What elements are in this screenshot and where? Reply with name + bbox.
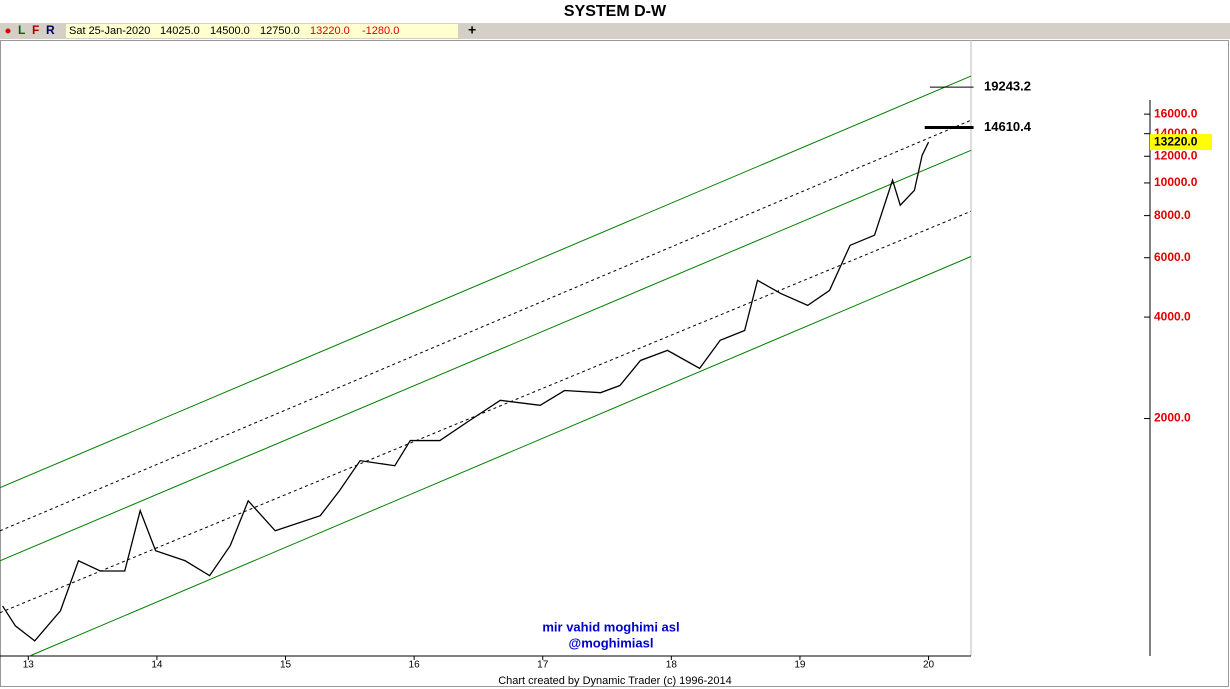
toolbar-letter[interactable]: L [18, 23, 25, 37]
y-tick-label: 12000.0 [1154, 148, 1198, 162]
toolbar-letter[interactable]: R [46, 23, 55, 37]
level-label: 14610.4 [984, 119, 1032, 134]
y-tick-label: 4000.0 [1154, 309, 1191, 323]
y-tick-label: 8000.0 [1154, 208, 1191, 222]
x-tick-label: 20 [923, 660, 935, 671]
y-tick-label: 6000.0 [1154, 250, 1191, 264]
y-tick-label: 10000.0 [1154, 175, 1198, 189]
channel-line [29, 256, 972, 657]
quote-low: 12750.0 [260, 25, 300, 37]
chart-title: SYSTEM D-W [564, 3, 667, 20]
channel-line [0, 149, 972, 562]
quote-open: 14025.0 [160, 25, 200, 37]
price-line [2, 141, 930, 642]
level-label: 19243.2 [984, 79, 1031, 94]
price-box [1150, 134, 1212, 151]
y-tick-label: 16000.0 [1154, 106, 1198, 120]
quote-date: Sat 25-Jan-2020 [69, 25, 150, 37]
footer: Chart created by Dynamic Trader (c) 1996… [498, 675, 732, 687]
x-tick-label: 16 [409, 660, 421, 671]
x-tick-label: 13 [23, 660, 35, 671]
watermark: mir vahid moghimi asl [542, 619, 679, 634]
watermark: @moghimiasl [569, 635, 654, 650]
y-tick-label: 2000.0 [1154, 411, 1191, 425]
x-tick-label: 14 [151, 660, 163, 671]
toolbar-plus[interactable]: + [468, 22, 476, 38]
quote-high: 14500.0 [210, 25, 250, 37]
x-tick-label: 17 [537, 660, 549, 671]
channel-line [0, 210, 972, 614]
x-tick-label: 18 [666, 660, 678, 671]
x-tick-label: 19 [794, 660, 806, 671]
toolbar-letter[interactable]: F [32, 23, 39, 37]
price-label: 13220.0 [1154, 134, 1198, 148]
channel-line [0, 75, 972, 489]
quote-change: -1280.0 [362, 25, 399, 37]
channel-line [0, 119, 972, 532]
frame [0, 40, 1229, 687]
toolbar-dot [5, 28, 11, 34]
quote-close: 13220.0 [310, 25, 350, 37]
quote-box [66, 24, 458, 38]
x-tick-label: 15 [280, 660, 292, 671]
